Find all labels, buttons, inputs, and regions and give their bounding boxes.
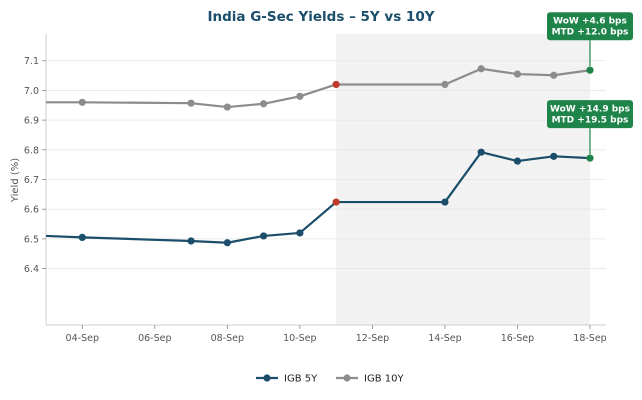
data-point-igb-10y	[78, 98, 86, 106]
x-tick-label: 08-Sep	[211, 333, 244, 344]
x-tick-label: 14-Sep	[428, 333, 461, 344]
annotation-box-igb-5y	[547, 100, 633, 129]
legend: IGB 5Y IGB 10Y	[256, 374, 404, 385]
axes: 6.4 6.5 6.6 6.7 6.8 6.9 7.0 7.1 04-Sep 06-Sep 08-S…	[24, 34, 607, 344]
data-point-igb-10y	[550, 71, 558, 79]
data-point-igb-5y	[296, 229, 304, 237]
x-tick-label: 16-Sep	[501, 333, 534, 344]
data-point-igb-10y	[441, 80, 449, 89]
series	[45, 65, 594, 247]
data-point-igb-5y	[332, 198, 340, 206]
data-point-igb-5y	[477, 148, 485, 156]
legend-marker-igb-5y	[263, 374, 271, 382]
annotation-text-igb-5y: MTD +19.5 bps	[552, 116, 629, 126]
data-point-igb-10y	[586, 66, 594, 74]
legend-label-igb-5y: IGB 5Y	[284, 374, 318, 385]
data-point-igb-10y	[260, 100, 268, 108]
annotation-text-igb-5y: WoW +14.9 bps	[550, 105, 630, 115]
data-point-igb-10y	[513, 70, 522, 78]
annotation-box-igb-10y	[547, 12, 633, 41]
legend-marker-igb-10y	[343, 374, 351, 382]
data-point-igb-5y	[260, 232, 268, 240]
data-point-igb-5y	[513, 157, 522, 165]
y-tick-label: 6.9	[24, 116, 39, 127]
data-point-igb-5y	[586, 154, 594, 162]
data-point-igb-5y	[223, 239, 231, 247]
y-tick-label: 6.4	[24, 264, 39, 275]
data-point-igb-10y	[296, 92, 304, 100]
data-point-igb-10y	[187, 99, 195, 107]
data-point-igb-5y	[441, 198, 449, 206]
y-axis-label: Yield (%)	[10, 158, 21, 203]
y-tick-label: 7.0	[24, 86, 39, 97]
data-point-igb-10y	[332, 80, 340, 89]
x-tick-label: 10-Sep	[283, 333, 316, 344]
y-tick-label: 6.7	[24, 175, 39, 186]
x-tick-label: 06-Sep	[138, 333, 171, 344]
data-point-igb-5y	[550, 152, 558, 160]
y-tick-label: 6.6	[24, 205, 39, 216]
data-point-igb-5y	[78, 233, 86, 242]
annotation-text-igb-10y: WoW +4.6 bps	[553, 17, 627, 27]
data-point-igb-5y	[187, 237, 195, 245]
series-line-igb-10y	[46, 67, 591, 109]
data-point-igb-10y	[477, 65, 485, 73]
y-tick-label: 6.5	[24, 234, 39, 245]
y-tick-label: 6.8	[24, 145, 39, 156]
annotation-text-igb-10y: MTD +12.0 bps	[552, 28, 629, 38]
x-tick-label: 18-Sep	[573, 333, 606, 344]
x-tick-label: 12-Sep	[356, 333, 389, 344]
legend-label-igb-10y: IGB 10Y	[364, 374, 404, 385]
data-point-igb-10y	[223, 103, 231, 111]
x-tick-label: 04-Sep	[66, 333, 99, 344]
y-tick-label: 7.1	[24, 56, 39, 67]
chart-title: India G-Sec Yields – 5Y vs 10Y	[207, 9, 434, 25]
series-line-igb-5y	[45, 151, 591, 244]
